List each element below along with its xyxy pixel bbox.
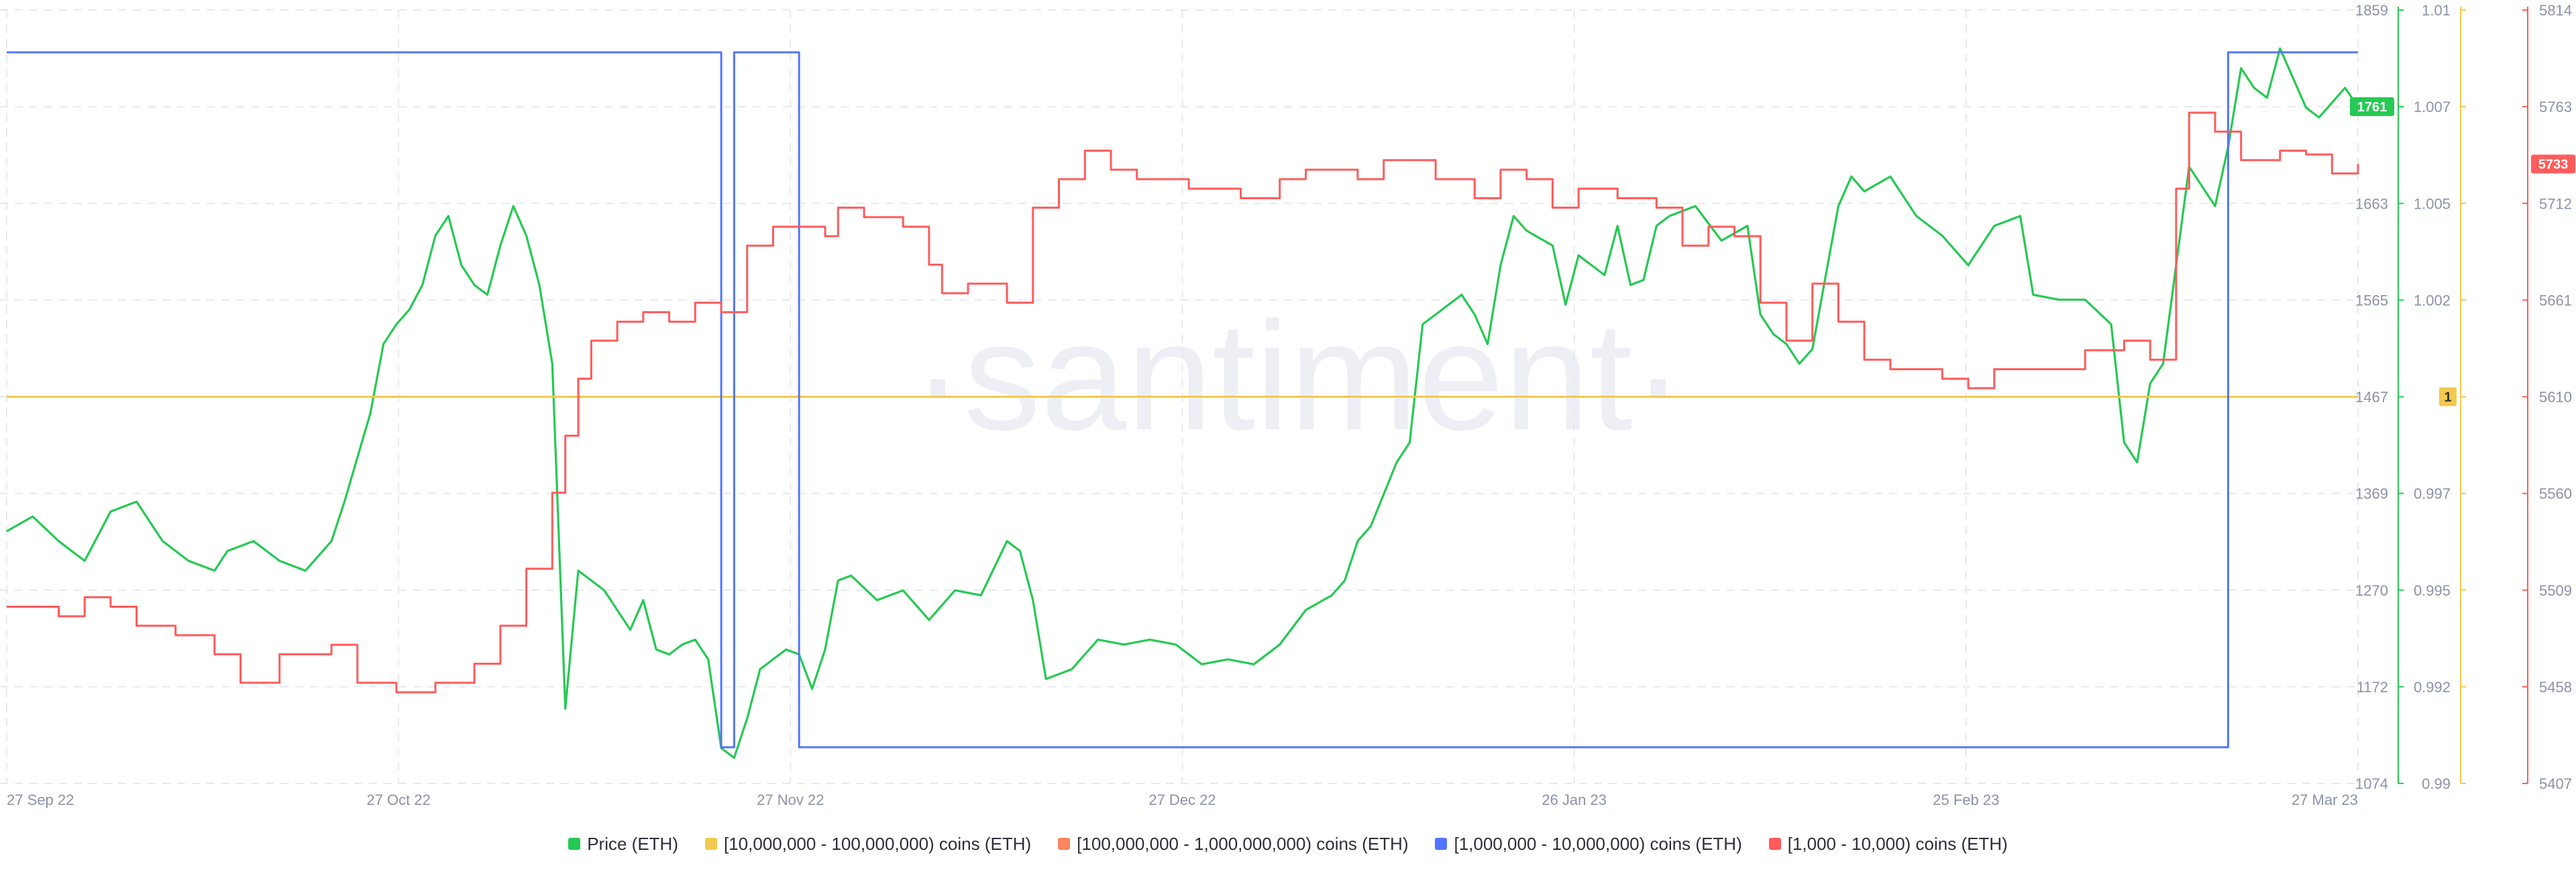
axis-tick-label-band_10m_100m: 1.005 <box>2414 195 2451 212</box>
axis-tick-label-band_10m_100m: 0.992 <box>2414 679 2451 696</box>
axis-tick-label-band_10m_100m: 1.01 <box>2422 2 2451 19</box>
axis-tick-label-price: 1369 <box>2355 486 2388 502</box>
legend-swatch <box>1768 838 1781 850</box>
x-tick-label: 27 Nov 22 <box>757 792 824 808</box>
series-line-band_1m_10m <box>7 51 2358 749</box>
legend-swatch <box>1058 838 1071 850</box>
x-tick-label: 27 Sep 22 <box>7 792 74 808</box>
legend-item[interactable]: [1,000 - 10,000) coins (ETH) <box>1768 833 2008 855</box>
axis-tick-label-price: 1172 <box>2357 679 2388 696</box>
value-badge-label-price: 1761 <box>2357 100 2387 115</box>
legend-label: [10,000,000 - 100,000,000) coins (ETH) <box>724 833 1032 854</box>
axis-tick-label-band_10m_100m: 1.007 <box>2414 99 2451 115</box>
axis-tick-label-band_1k_10k: 5560 <box>2539 486 2572 502</box>
legend-item[interactable]: [100,000,000 - 1,000,000,000) coins (ETH… <box>1058 834 1408 855</box>
axis-tick-label-band_1k_10k: 5814 <box>2539 2 2572 19</box>
x-tick-label: 26 Jan 23 <box>1542 792 1607 808</box>
axis-tick-label-price: 1467 <box>2355 389 2388 406</box>
value-badge-label-band_10m_100m: 1 <box>2444 390 2451 405</box>
axis-tick-label-band_1k_10k: 5610 <box>2539 389 2572 406</box>
x-tick-label: 27 Dec 22 <box>1148 792 1216 808</box>
value-badges: 1761 1 5733 <box>2350 97 2575 406</box>
axis-tick-label-price: 1859 <box>2355 2 2388 19</box>
value-badge-price <box>2350 97 2394 116</box>
x-tick-label: 25 Feb 23 <box>1933 792 1999 808</box>
axis-tick-label-band_1k_10k: 5458 <box>2539 679 2572 696</box>
legend: Price (ETH) [10,000,000 - 100,000,000) co… <box>0 830 2576 857</box>
axis-tick-label-price: 1270 <box>2355 582 2388 599</box>
series-line-price <box>6 47 2359 759</box>
value-badge-band_1k_10k <box>2531 154 2575 174</box>
axis-tick-label-band_1k_10k: 5509 <box>2539 582 2572 599</box>
legend-item[interactable]: Price (ETH) <box>568 834 678 855</box>
legend-item[interactable]: [1,000,000 - 10,000,000) coins (ETH) <box>1435 833 1742 855</box>
axis-tick-label-price: 1565 <box>2355 292 2388 309</box>
axis-tick-label-band_10m_100m: 1.002 <box>2414 292 2451 309</box>
x-tick-label: 27 Oct 22 <box>366 792 430 808</box>
legend-swatch <box>705 838 717 850</box>
x-tick-label: 27 Mar 23 <box>2292 792 2358 808</box>
axis-tick-label-band_10m_100m: 0.995 <box>2414 582 2451 599</box>
axis-tick-label-band_1k_10k: 5661 <box>2539 292 2572 309</box>
axis-tick-label-band_1k_10k: 5407 <box>2539 775 2572 792</box>
watermark: ·santiment· <box>912 290 1684 462</box>
value-badge-label-band_1k_10k: 5733 <box>2538 157 2569 172</box>
series-line-band_1k_10k <box>7 111 2359 694</box>
axes: 1859176316631565146713691270117210741.01… <box>2355 2 2572 792</box>
axis-tick-label-band_1k_10k: 5763 <box>2539 99 2572 115</box>
legend-item[interactable]: [10,000,000 - 100,000,000) coins (ETH) <box>705 834 1031 855</box>
axis-tick-label-band_10m_100m: 0.997 <box>2414 486 2451 502</box>
axis-tick-label-price: 1074 <box>2355 775 2388 792</box>
x-axis-labels: 27 Sep 22 27 Oct 22 27 Nov 22 27 Dec 22 26 J… <box>7 792 2358 808</box>
legend-label: [1,000 - 10,000) coins (ETH) <box>1787 833 2008 854</box>
axis-tick-label-band_10m_100m: 0.99 <box>2422 775 2451 792</box>
legend-swatch <box>568 838 581 850</box>
legend-label: [100,000,000 - 1,000,000,000) coins (ETH… <box>1077 833 1409 854</box>
legend-label: Price (ETH) <box>587 833 678 854</box>
legend-swatch <box>1435 838 1448 850</box>
legend-label: [1,000,000 - 10,000,000) coins (ETH) <box>1454 833 1742 854</box>
axis-tick-label-price: 1663 <box>2355 195 2388 212</box>
series-layer <box>6 47 2359 759</box>
axis-tick-label-band_1k_10k: 5712 <box>2539 195 2572 212</box>
value-badge-band_10m_100m <box>2439 387 2457 406</box>
